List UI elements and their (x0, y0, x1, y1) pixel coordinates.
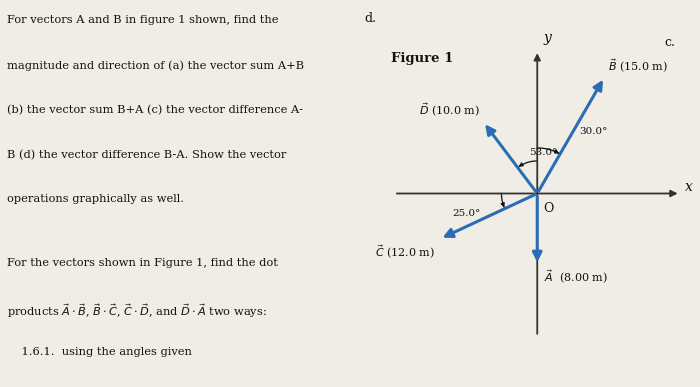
Text: O: O (543, 202, 553, 215)
Text: $\vec{A}$  (8.00 m): $\vec{A}$ (8.00 m) (544, 268, 608, 286)
Text: Figure 1: Figure 1 (391, 52, 453, 65)
Text: $\vec{B}$ (15.0 m): $\vec{B}$ (15.0 m) (608, 58, 668, 75)
Text: $\vec{C}$ (12.0 m): $\vec{C}$ (12.0 m) (375, 244, 435, 261)
Text: operations graphically as well.: operations graphically as well. (7, 194, 184, 204)
Text: For the vectors shown in Figure 1, find the dot: For the vectors shown in Figure 1, find … (7, 258, 278, 268)
Text: 25.0°: 25.0° (452, 209, 480, 217)
Text: c.: c. (664, 36, 675, 49)
Text: 30.0°: 30.0° (580, 127, 608, 136)
Text: (b) the vector sum B+A (c) the vector difference A-: (b) the vector sum B+A (c) the vector di… (7, 105, 303, 115)
Text: magnitude and direction of (a) the vector sum A+B: magnitude and direction of (a) the vecto… (7, 60, 304, 70)
Text: For vectors A and B in figure 1 shown, find the: For vectors A and B in figure 1 shown, f… (7, 15, 279, 25)
Text: $\vec{D}$ (10.0 m): $\vec{D}$ (10.0 m) (419, 101, 480, 119)
Text: B (d) the vector difference B-A. Show the vector: B (d) the vector difference B-A. Show th… (7, 149, 286, 160)
Text: y: y (544, 31, 552, 45)
Text: x: x (685, 180, 693, 194)
Text: d.: d. (364, 12, 376, 25)
Text: products $\vec{A}\cdot\vec{B}$, $\vec{B}\cdot\vec{C}$, $\vec{C}\cdot\vec{D}$, an: products $\vec{A}\cdot\vec{B}$, $\vec{B}… (7, 303, 267, 320)
Text: 53.0°: 53.0° (529, 148, 557, 157)
Text: 1.6.1.  using the angles given: 1.6.1. using the angles given (7, 348, 192, 358)
